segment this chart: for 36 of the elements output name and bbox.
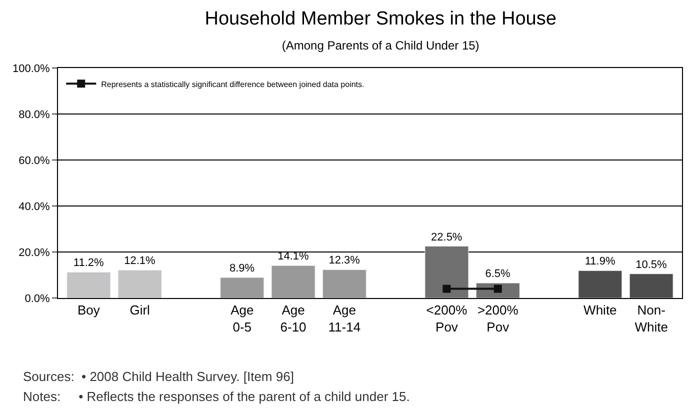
legend-label: Represents a statistically significant difference between joined data points. xyxy=(101,80,364,89)
y-tick-label: 60.0% xyxy=(18,154,50,167)
bar xyxy=(271,265,316,298)
bar xyxy=(322,269,366,298)
data-label: 12.3% xyxy=(328,254,360,267)
y-tick-label: 20.0% xyxy=(18,246,50,259)
data-label: 10.5% xyxy=(636,258,668,271)
y-tick-label: 80.0% xyxy=(18,108,50,121)
bar xyxy=(629,274,674,298)
x-tick-label: Non- White xyxy=(634,302,668,334)
data-label: 8.9% xyxy=(229,262,255,275)
data-label: 11.9% xyxy=(584,256,616,268)
y-tick-label: 40.0% xyxy=(18,200,50,213)
x-tick-label: Age 0-5 xyxy=(230,302,254,334)
x-tick-label: <200% Pov xyxy=(426,302,468,334)
bar xyxy=(220,277,264,298)
bar xyxy=(118,270,162,298)
bar xyxy=(66,272,111,298)
data-label: 11.2% xyxy=(73,257,104,270)
data-label: 12.1% xyxy=(124,255,156,268)
chart-subtitle: (Among Parents of a Child Under 15) xyxy=(282,38,480,52)
bar xyxy=(424,246,469,298)
x-tick-label: Girl xyxy=(130,302,150,318)
chart-title: Household Member Smokes in the House xyxy=(204,8,556,30)
data-label: 6.5% xyxy=(485,268,511,280)
x-tick-label: White xyxy=(584,302,617,318)
y-tick-label: 100.0% xyxy=(12,62,50,75)
source-note: Sources: • 2008 Child Health Survey. [Item 96] xyxy=(23,369,294,384)
text: Notes: • Reflects the responses of the parent of a child under 15. xyxy=(23,389,410,404)
data-label: 22.5% xyxy=(431,231,462,244)
x-tick-label: Age 6-10 xyxy=(280,302,306,334)
bar xyxy=(578,270,622,298)
y-tick-label: 0.0% xyxy=(24,292,50,305)
x-tick-label: Age 11-14 xyxy=(328,302,361,334)
x-tick-label: Boy xyxy=(77,302,100,318)
x-tick-label: >200% Pov xyxy=(477,302,519,334)
